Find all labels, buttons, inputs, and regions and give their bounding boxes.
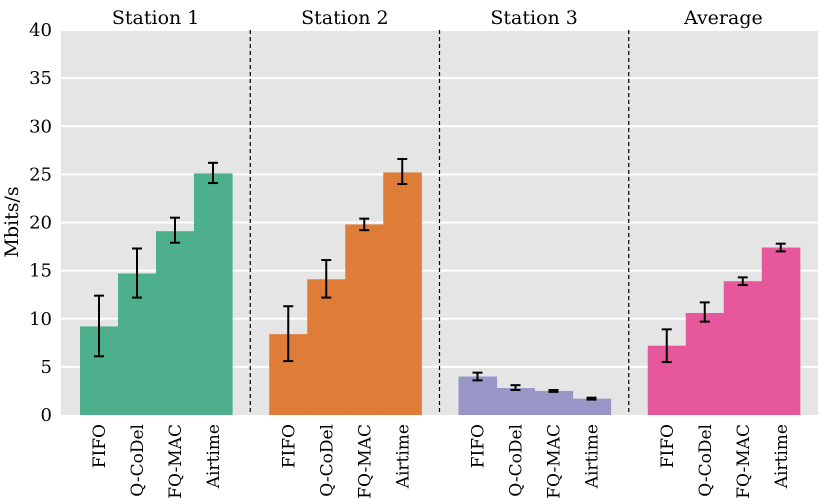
panel-title: Average <box>683 7 763 29</box>
category-label: Airtime <box>772 424 792 489</box>
y-tick-label: 40 <box>29 20 52 41</box>
bar <box>383 172 422 415</box>
bar <box>534 390 574 415</box>
category-label: FIFO <box>469 424 489 468</box>
category-label: FIFO <box>90 424 110 468</box>
y-axis-title: Mbits/s <box>1 186 23 257</box>
category-label: FIFO <box>658 424 678 468</box>
category-label: FQ-MAC <box>734 424 754 498</box>
panel-title: Station 3 <box>490 7 578 29</box>
y-tick-label: 30 <box>29 116 52 137</box>
y-tick-label: 15 <box>29 261 52 282</box>
y-axis-ticks: 0 5 10 15 20 25 30 35 40 <box>29 20 52 426</box>
bar <box>572 398 612 415</box>
panel-title: Station 1 <box>112 7 200 29</box>
category-label: Q-CoDel <box>128 424 148 497</box>
bar <box>194 173 233 415</box>
category-label: FQ-MAC <box>545 424 565 498</box>
category-label: Airtime <box>204 424 224 489</box>
category-label: Airtime <box>393 424 413 489</box>
bar <box>345 224 384 415</box>
category-label: Q-CoDel <box>507 424 527 497</box>
bar <box>685 312 725 415</box>
category-label: Q-CoDel <box>696 424 716 497</box>
category-label: FIFO <box>279 424 299 468</box>
bar <box>156 231 195 415</box>
y-tick-label: 5 <box>41 357 52 378</box>
y-tick-label: 25 <box>29 164 52 185</box>
category-label: Airtime <box>583 424 603 489</box>
bar <box>307 279 346 415</box>
bars-layer <box>80 172 801 415</box>
error-bars-layer <box>94 157 786 401</box>
bar <box>723 281 763 415</box>
y-tick-label: 0 <box>41 405 52 426</box>
bar <box>458 376 498 415</box>
y-tick-label: 20 <box>29 213 52 234</box>
panel-titles: Station 1 Station 2 Station 3 Average <box>112 7 763 29</box>
category-labels: FIFO Q-CoDel FQ-MAC Airtime FIFO Q-CoDel FQ-MA… <box>90 424 792 498</box>
bar <box>496 388 536 415</box>
category-label: FQ-MAC <box>166 424 186 498</box>
panel-title: Station 2 <box>301 7 389 29</box>
category-label: FQ-MAC <box>355 424 375 498</box>
category-label: Q-CoDel <box>317 424 337 497</box>
bar <box>761 247 801 415</box>
panel-separators <box>249 30 630 415</box>
y-tick-label: 10 <box>29 309 52 330</box>
y-tick-label: 35 <box>29 68 52 89</box>
